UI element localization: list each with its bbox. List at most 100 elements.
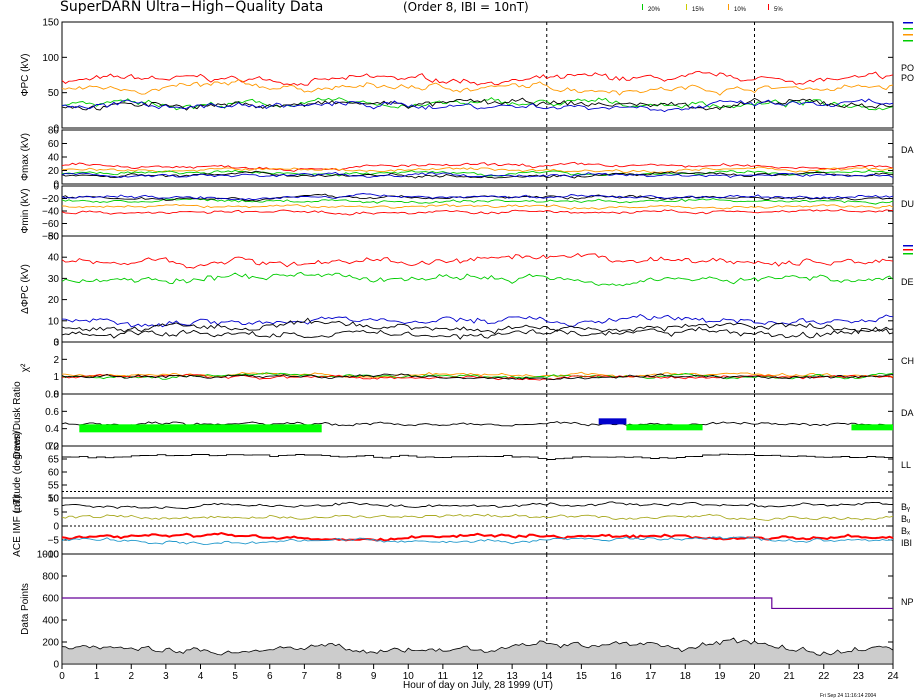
side-label: Bᵤ — [901, 514, 911, 524]
y-tick-label: −10 — [42, 550, 59, 561]
series-line — [61, 209, 894, 216]
legend-swatch — [642, 4, 643, 10]
y-tick-label: 50 — [48, 232, 60, 243]
x-tick-label: 16 — [610, 671, 622, 682]
x-tick-label: 15 — [576, 671, 588, 682]
y-tick-label: 60 — [48, 139, 60, 150]
panel-frame — [61, 393, 894, 447]
series-line — [61, 373, 894, 381]
panel-ratio: 0.2 0.4 0.6 0.8 Dawn/Dusk Ratio DA — [12, 381, 914, 459]
chart-title: SuperDARN Ultra−High−Quality Data — [60, 0, 323, 15]
series-line — [61, 253, 894, 269]
y-tick-label: 50 — [48, 88, 60, 99]
series-line — [61, 161, 894, 172]
series-line — [62, 453, 893, 460]
y-tick-label: 40 — [48, 253, 60, 264]
x-tick-label: 18 — [680, 671, 692, 682]
y-tick-label: 0 — [53, 390, 59, 401]
ratio-fill — [851, 424, 893, 431]
chart-subtitle: (Order 8, IBI = 10nT) — [403, 0, 529, 14]
y-axis-label: Dawn/Dusk Ratio — [12, 381, 23, 459]
y-axis-label: ACE IMF (nT) — [12, 495, 23, 557]
panel-chi: 0 1 2 3 χ² CH — [20, 338, 914, 401]
series-line — [61, 169, 894, 177]
panel-pts: 0 200 400 600 800 1000 Data Points NP — [20, 550, 914, 671]
y-tick-label: 0 — [53, 660, 59, 671]
side-label: DU — [901, 199, 914, 209]
x-axis: 0 1 2 3 4 5 6 7 8 9 10 11 12 13 14 15 16 17 18 19 20 21 22 23 24 — [59, 664, 899, 682]
x-tick-label: 4 — [198, 671, 204, 682]
side-label: IBI — [901, 538, 912, 548]
side-label: Bᵧ — [901, 502, 910, 512]
x-tick-label: 20 — [749, 671, 761, 682]
side-label: LL — [901, 460, 911, 470]
series-line — [61, 193, 894, 201]
y-tick-label: 1000 — [37, 550, 60, 561]
panel-min: 0 −20 −40−60 −80 Φmin (kV) DU — [20, 182, 914, 243]
edge-marker — [903, 28, 913, 30]
ratio-fill — [626, 424, 703, 431]
x-tick-label: 0 — [59, 671, 65, 682]
edge-marker — [903, 22, 913, 24]
panel-lat: 50 55 60 65 70 Latitude (degrees) LL — [12, 431, 911, 512]
series-line — [61, 70, 894, 86]
y-tick-label: 0.6 — [45, 407, 59, 418]
y-tick-label: 0.4 — [45, 424, 59, 435]
series-line — [61, 317, 894, 335]
y-axis-label: ΦPC (kV) — [20, 54, 31, 97]
y-tick-label: 65 — [48, 455, 60, 466]
side-label: DE — [901, 277, 914, 287]
x-tick-label: 22 — [818, 671, 830, 682]
series-line — [61, 372, 894, 380]
y-tick-label: −20 — [42, 194, 59, 205]
edge-marker — [903, 249, 913, 251]
series-line — [61, 198, 894, 205]
y-tick-label: 40 — [48, 153, 60, 164]
series-line — [61, 536, 894, 546]
y-tick-label: 1 — [53, 372, 59, 383]
side-label: DA — [901, 145, 914, 155]
series-line — [61, 203, 894, 210]
y-axis-label: Φmax (kV) — [20, 133, 31, 181]
x-tick-label: 13 — [507, 671, 519, 682]
x-tick-label: 21 — [784, 671, 796, 682]
y-tick-label: 600 — [42, 594, 59, 605]
legend-swatch — [768, 4, 769, 10]
y-tick-label: 10 — [48, 316, 60, 327]
x-tick-label: 19 — [714, 671, 726, 682]
y-tick-label: −80 — [42, 232, 59, 243]
y-tick-label: 0 — [53, 182, 59, 193]
y-tick-label: 2 — [53, 355, 59, 366]
x-axis-label: Hour of day on July, 28 1999 (UT) — [403, 680, 553, 691]
x-tick-label: 23 — [853, 671, 865, 682]
x-tick-label: 6 — [267, 671, 273, 682]
y-tick-label: 20 — [48, 166, 60, 177]
legend-swatch — [686, 4, 687, 10]
y-tick-label: 0 — [53, 522, 59, 533]
x-tick-label: 1 — [94, 671, 100, 682]
panel-imf: −10 −5 0 5 10 ACE IMF (nT) Bᵧ Bᵤ Bₓ IBI — [12, 494, 912, 561]
y-tick-label: 80 — [48, 126, 60, 137]
legend-label: 15% — [692, 7, 705, 13]
y-tick-label: 50 — [48, 494, 60, 505]
panel-frame — [61, 341, 894, 395]
y-tick-label: −5 — [48, 536, 60, 547]
series-line — [61, 166, 894, 174]
y-axis-label: Φmin (kV) — [20, 188, 31, 233]
series-line — [62, 597, 893, 610]
y-tick-label: 30 — [48, 274, 60, 285]
y-tick-label: −40 — [42, 207, 59, 218]
y-axis-label: Latitude (degrees) — [12, 431, 23, 512]
y-tick-label: 60 — [48, 468, 60, 479]
edge-marker — [903, 40, 913, 42]
ratio-fill — [598, 418, 627, 425]
x-tick-label: 9 — [371, 671, 377, 682]
series-line — [61, 501, 894, 510]
side-label: Bₓ — [901, 526, 910, 536]
y-tick-label: 200 — [42, 638, 59, 649]
y-tick-label: 0 — [53, 180, 59, 191]
y-tick-label: 0.8 — [45, 390, 59, 401]
